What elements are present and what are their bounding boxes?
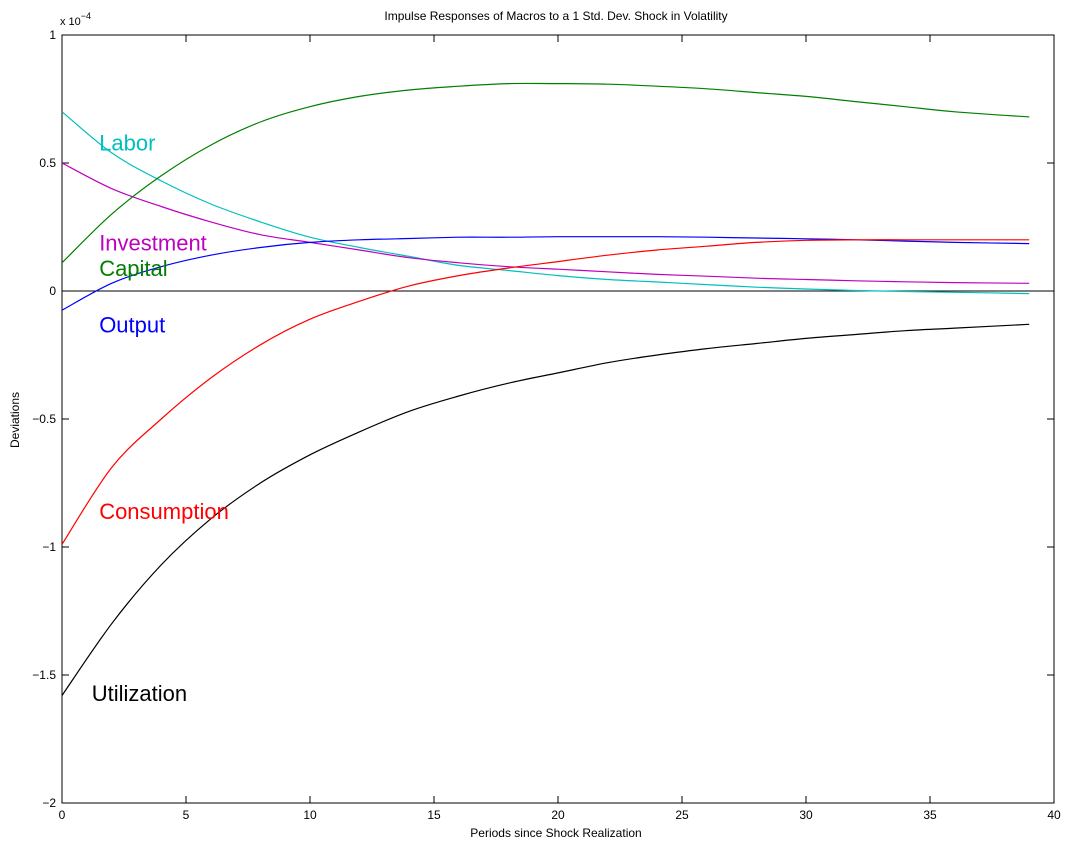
x-tick-label: 0 xyxy=(59,808,66,822)
x-axis-label: Periods since Shock Realization xyxy=(470,826,641,840)
y-exponent-power: −4 xyxy=(81,11,91,21)
y-tick-label: −1 xyxy=(42,540,56,554)
series-label-capital: Capital xyxy=(99,256,167,281)
y-axis-label: Deviations xyxy=(8,392,22,448)
x-tick-label: 15 xyxy=(427,808,441,822)
series-line-utilization xyxy=(61,323,1030,696)
series-label-output: Output xyxy=(99,312,165,337)
y-exponent-base: x 10 xyxy=(60,16,81,28)
series-label-utilization: Utilization xyxy=(92,681,187,706)
series-label-investment: Investment xyxy=(99,230,207,255)
series-label-labor: Labor xyxy=(99,131,155,156)
x-tick-label: 40 xyxy=(1047,808,1061,822)
x-tick-label: 10 xyxy=(303,808,317,822)
y-exponent-label: x 10−4 xyxy=(60,11,91,28)
y-tick-label: 0.5 xyxy=(39,156,56,170)
x-tick-label: 20 xyxy=(551,808,565,822)
series-line-labor xyxy=(61,111,1030,295)
y-tick-label: −2 xyxy=(42,796,56,810)
y-tick-label: 1 xyxy=(49,28,56,42)
y-tick-label: 0 xyxy=(49,284,56,298)
series-line-capital xyxy=(61,82,1030,264)
x-tick-label: 35 xyxy=(923,808,937,822)
chart-title: Impulse Responses of Macros to a 1 Std. … xyxy=(384,9,727,23)
x-tick-label: 5 xyxy=(183,808,190,822)
x-tick-label: 30 xyxy=(799,808,813,822)
series-label-consumption: Consumption xyxy=(99,499,229,524)
x-tick-label: 25 xyxy=(675,808,689,822)
series-line-consumption xyxy=(61,239,1030,545)
series-line-investment xyxy=(61,162,1030,284)
y-tick-label: −1.5 xyxy=(32,668,56,682)
y-tick-label: −0.5 xyxy=(32,412,56,426)
plot-area: 0 5 10 15 20 25 30 35 40 −2 −1.5 −1 −0.5 0 0.5 1 Labor In… xyxy=(32,28,1061,822)
